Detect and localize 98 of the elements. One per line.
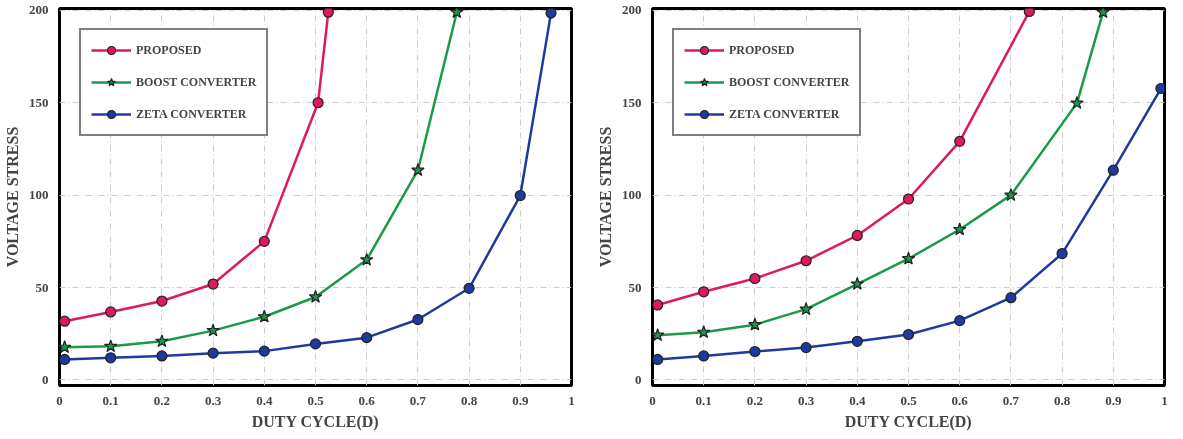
legend-label: PROPOSED	[136, 42, 202, 58]
point	[206, 323, 220, 337]
point	[902, 328, 915, 341]
x-tick-label: 0.6	[358, 392, 376, 408]
x-tick-label: 0.1	[695, 392, 712, 408]
point	[698, 350, 710, 362]
y-tick-label: 0	[635, 371, 642, 387]
y-tick-label: 100	[622, 187, 642, 203]
point	[850, 276, 865, 290]
point	[1096, 8, 1110, 19]
point	[1005, 292, 1017, 304]
y-tick-label: 200	[29, 2, 49, 18]
point	[105, 306, 117, 318]
point	[207, 347, 219, 359]
point	[1070, 96, 1084, 109]
legend-label: BOOST CONVERTER	[729, 74, 850, 90]
point	[207, 278, 219, 290]
x-tick-label: 0.7	[409, 392, 427, 408]
point	[1155, 82, 1165, 95]
point	[652, 328, 665, 342]
point	[59, 315, 71, 327]
x-tick-label: 0	[56, 392, 63, 408]
point	[514, 189, 526, 202]
x-tick-label: 0.7	[1002, 392, 1020, 408]
point	[312, 97, 324, 109]
y-tick-label: 150	[622, 94, 642, 110]
point	[748, 317, 762, 331]
x-tick-label: 0.9	[1105, 392, 1122, 408]
point	[799, 302, 813, 316]
point	[1004, 188, 1018, 202]
legend-label: ZETA CONVERTER	[136, 106, 247, 122]
x-axis-title: DUTY CYCLE(D)	[844, 412, 972, 431]
point	[652, 299, 664, 311]
point	[1023, 8, 1035, 18]
x-tick-label: 0.5	[900, 392, 918, 408]
point	[103, 339, 118, 353]
x-tick-label: 0.5	[307, 392, 325, 408]
point	[800, 342, 812, 354]
point	[156, 295, 168, 307]
x-tick-label: 0	[649, 392, 656, 408]
point	[105, 352, 117, 364]
x-tick-label: 0.8	[1053, 392, 1071, 408]
point	[359, 252, 374, 266]
x-tick-label: 0.6	[951, 392, 969, 408]
x-tick-label: 0.4	[849, 392, 866, 408]
x-axis-title: DUTY CYCLE(D)	[251, 412, 379, 431]
point	[309, 338, 322, 350]
point	[257, 309, 272, 323]
x-tick-label: 0.2	[746, 392, 764, 408]
point	[412, 313, 424, 326]
point	[902, 193, 915, 205]
point	[59, 340, 72, 354]
point	[652, 353, 664, 366]
point	[156, 350, 168, 362]
x-tick-label: 0.2	[153, 392, 171, 408]
x-tick-label: 0.3	[204, 392, 222, 408]
y-tick-label: 200	[622, 2, 642, 18]
point	[450, 8, 464, 19]
x-tick-label: 0.1	[102, 392, 119, 408]
point	[954, 315, 966, 327]
x-tick-label: 1	[1161, 392, 1168, 408]
y-tick-label: 100	[29, 187, 49, 203]
point	[155, 334, 169, 348]
legend-label: PROPOSED	[729, 42, 795, 58]
point	[696, 325, 711, 339]
point	[59, 353, 71, 366]
x-tick-label: 0.8	[460, 392, 478, 408]
point	[698, 286, 710, 298]
y-axis-title: VOLTAGE STRESS	[4, 126, 21, 268]
point	[258, 235, 270, 247]
legend-label: ZETA CONVERTER	[729, 106, 840, 122]
point	[901, 251, 916, 265]
point	[463, 282, 475, 294]
point	[954, 135, 966, 147]
point	[749, 345, 761, 358]
point	[308, 289, 323, 303]
y-tick-label: 50	[628, 279, 642, 295]
point	[851, 229, 863, 242]
y-tick-label: 50	[35, 279, 49, 295]
point	[1056, 247, 1068, 260]
y-axis-title: VOLTAGE STRESS	[597, 126, 614, 268]
y-tick-label: 0	[42, 371, 49, 387]
x-tick-label: 0.9	[512, 392, 529, 408]
point	[1107, 164, 1119, 176]
x-tick-label: 1	[568, 392, 575, 408]
point	[800, 255, 812, 267]
legend-label: BOOST CONVERTER	[136, 74, 257, 90]
point	[258, 345, 270, 357]
point	[851, 335, 863, 347]
x-tick-label: 0.3	[797, 392, 815, 408]
point	[361, 332, 373, 344]
point	[952, 222, 967, 236]
y-tick-label: 150	[29, 94, 49, 110]
point	[411, 163, 425, 177]
point	[749, 272, 761, 285]
point	[545, 8, 557, 19]
point	[322, 8, 334, 18]
x-tick-label: 0.4	[256, 392, 273, 408]
